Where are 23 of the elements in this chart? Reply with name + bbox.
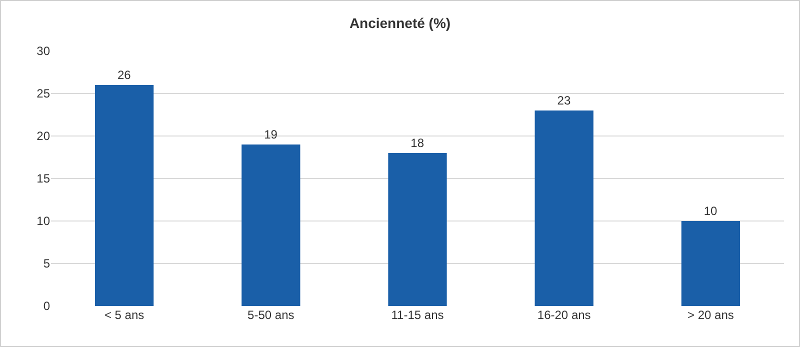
x-tick-label: 16-20 ans [537,308,591,322]
x-tick-label: < 5 ans [104,308,144,322]
x-tick-label: 5-50 ans [248,308,294,322]
bar [681,221,740,306]
bar [94,85,154,306]
data-label: 19 [264,128,278,142]
x-tick-label: 11-15 ans [391,308,444,322]
y-tick-label: 30 [36,44,50,58]
data-label: 10 [704,204,718,218]
bar [242,144,300,306]
bar [388,153,447,306]
y-tick-label: 5 [43,256,50,271]
data-label: 26 [117,68,132,82]
y-tick-label: 25 [36,86,50,101]
chart-title: Ancienneté (%) [349,15,451,32]
y-tick-label: 0 [43,299,50,314]
bar [534,110,594,306]
data-label: 18 [410,136,424,150]
data-label: 23 [557,94,571,108]
y-tick-label: 20 [36,129,50,144]
x-tick-label: > 20 ans [688,308,734,322]
y-tick-label: 15 [36,172,50,186]
y-tick-label: 10 [36,214,50,228]
